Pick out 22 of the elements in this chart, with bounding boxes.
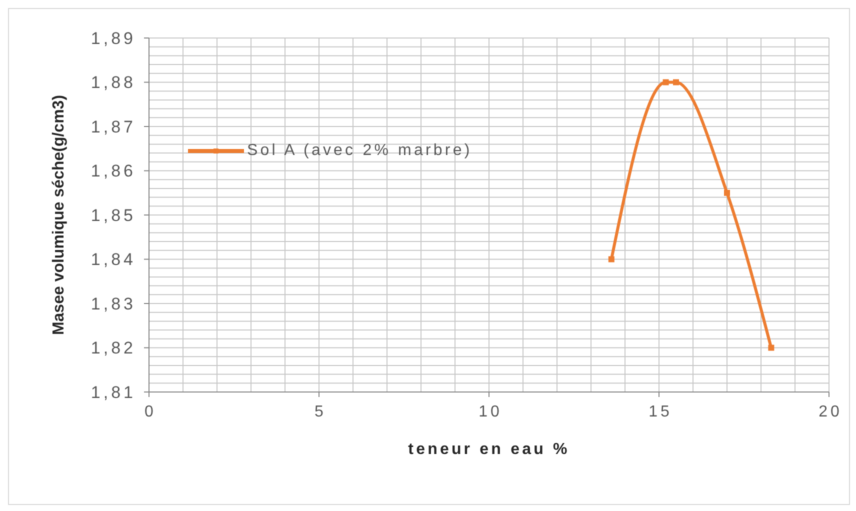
legend-label: Sol A (avec 2% marbre) xyxy=(247,142,472,160)
point xyxy=(662,79,669,86)
y-tick-label: 1,84 xyxy=(90,250,136,270)
y-tick-label: 1,82 xyxy=(90,338,136,358)
point xyxy=(768,344,774,351)
x-tick-label: 20 xyxy=(818,403,842,420)
x-tick-label: 15 xyxy=(648,403,672,420)
y-tick-label: 1,83 xyxy=(90,294,136,314)
y-tick-label: 1,85 xyxy=(90,206,136,225)
y-tick-label: 1,89 xyxy=(90,28,136,48)
x-axis-title: teneur en eau % xyxy=(408,441,570,458)
point xyxy=(673,79,679,86)
x-tick-label: 0 xyxy=(144,403,156,420)
x-tick-label: 10 xyxy=(478,403,502,420)
y-tick-label: 1,87 xyxy=(90,117,136,136)
y-tick-label: 1,81 xyxy=(90,382,136,402)
y-axis-title: Masee volumique séche(g/cm3) xyxy=(50,94,68,336)
x-tick-label: 5 xyxy=(314,403,326,420)
y-tick-label: 1,88 xyxy=(90,73,136,92)
y-tick-label: 1,86 xyxy=(90,162,136,181)
point xyxy=(608,256,614,262)
point xyxy=(724,190,730,196)
